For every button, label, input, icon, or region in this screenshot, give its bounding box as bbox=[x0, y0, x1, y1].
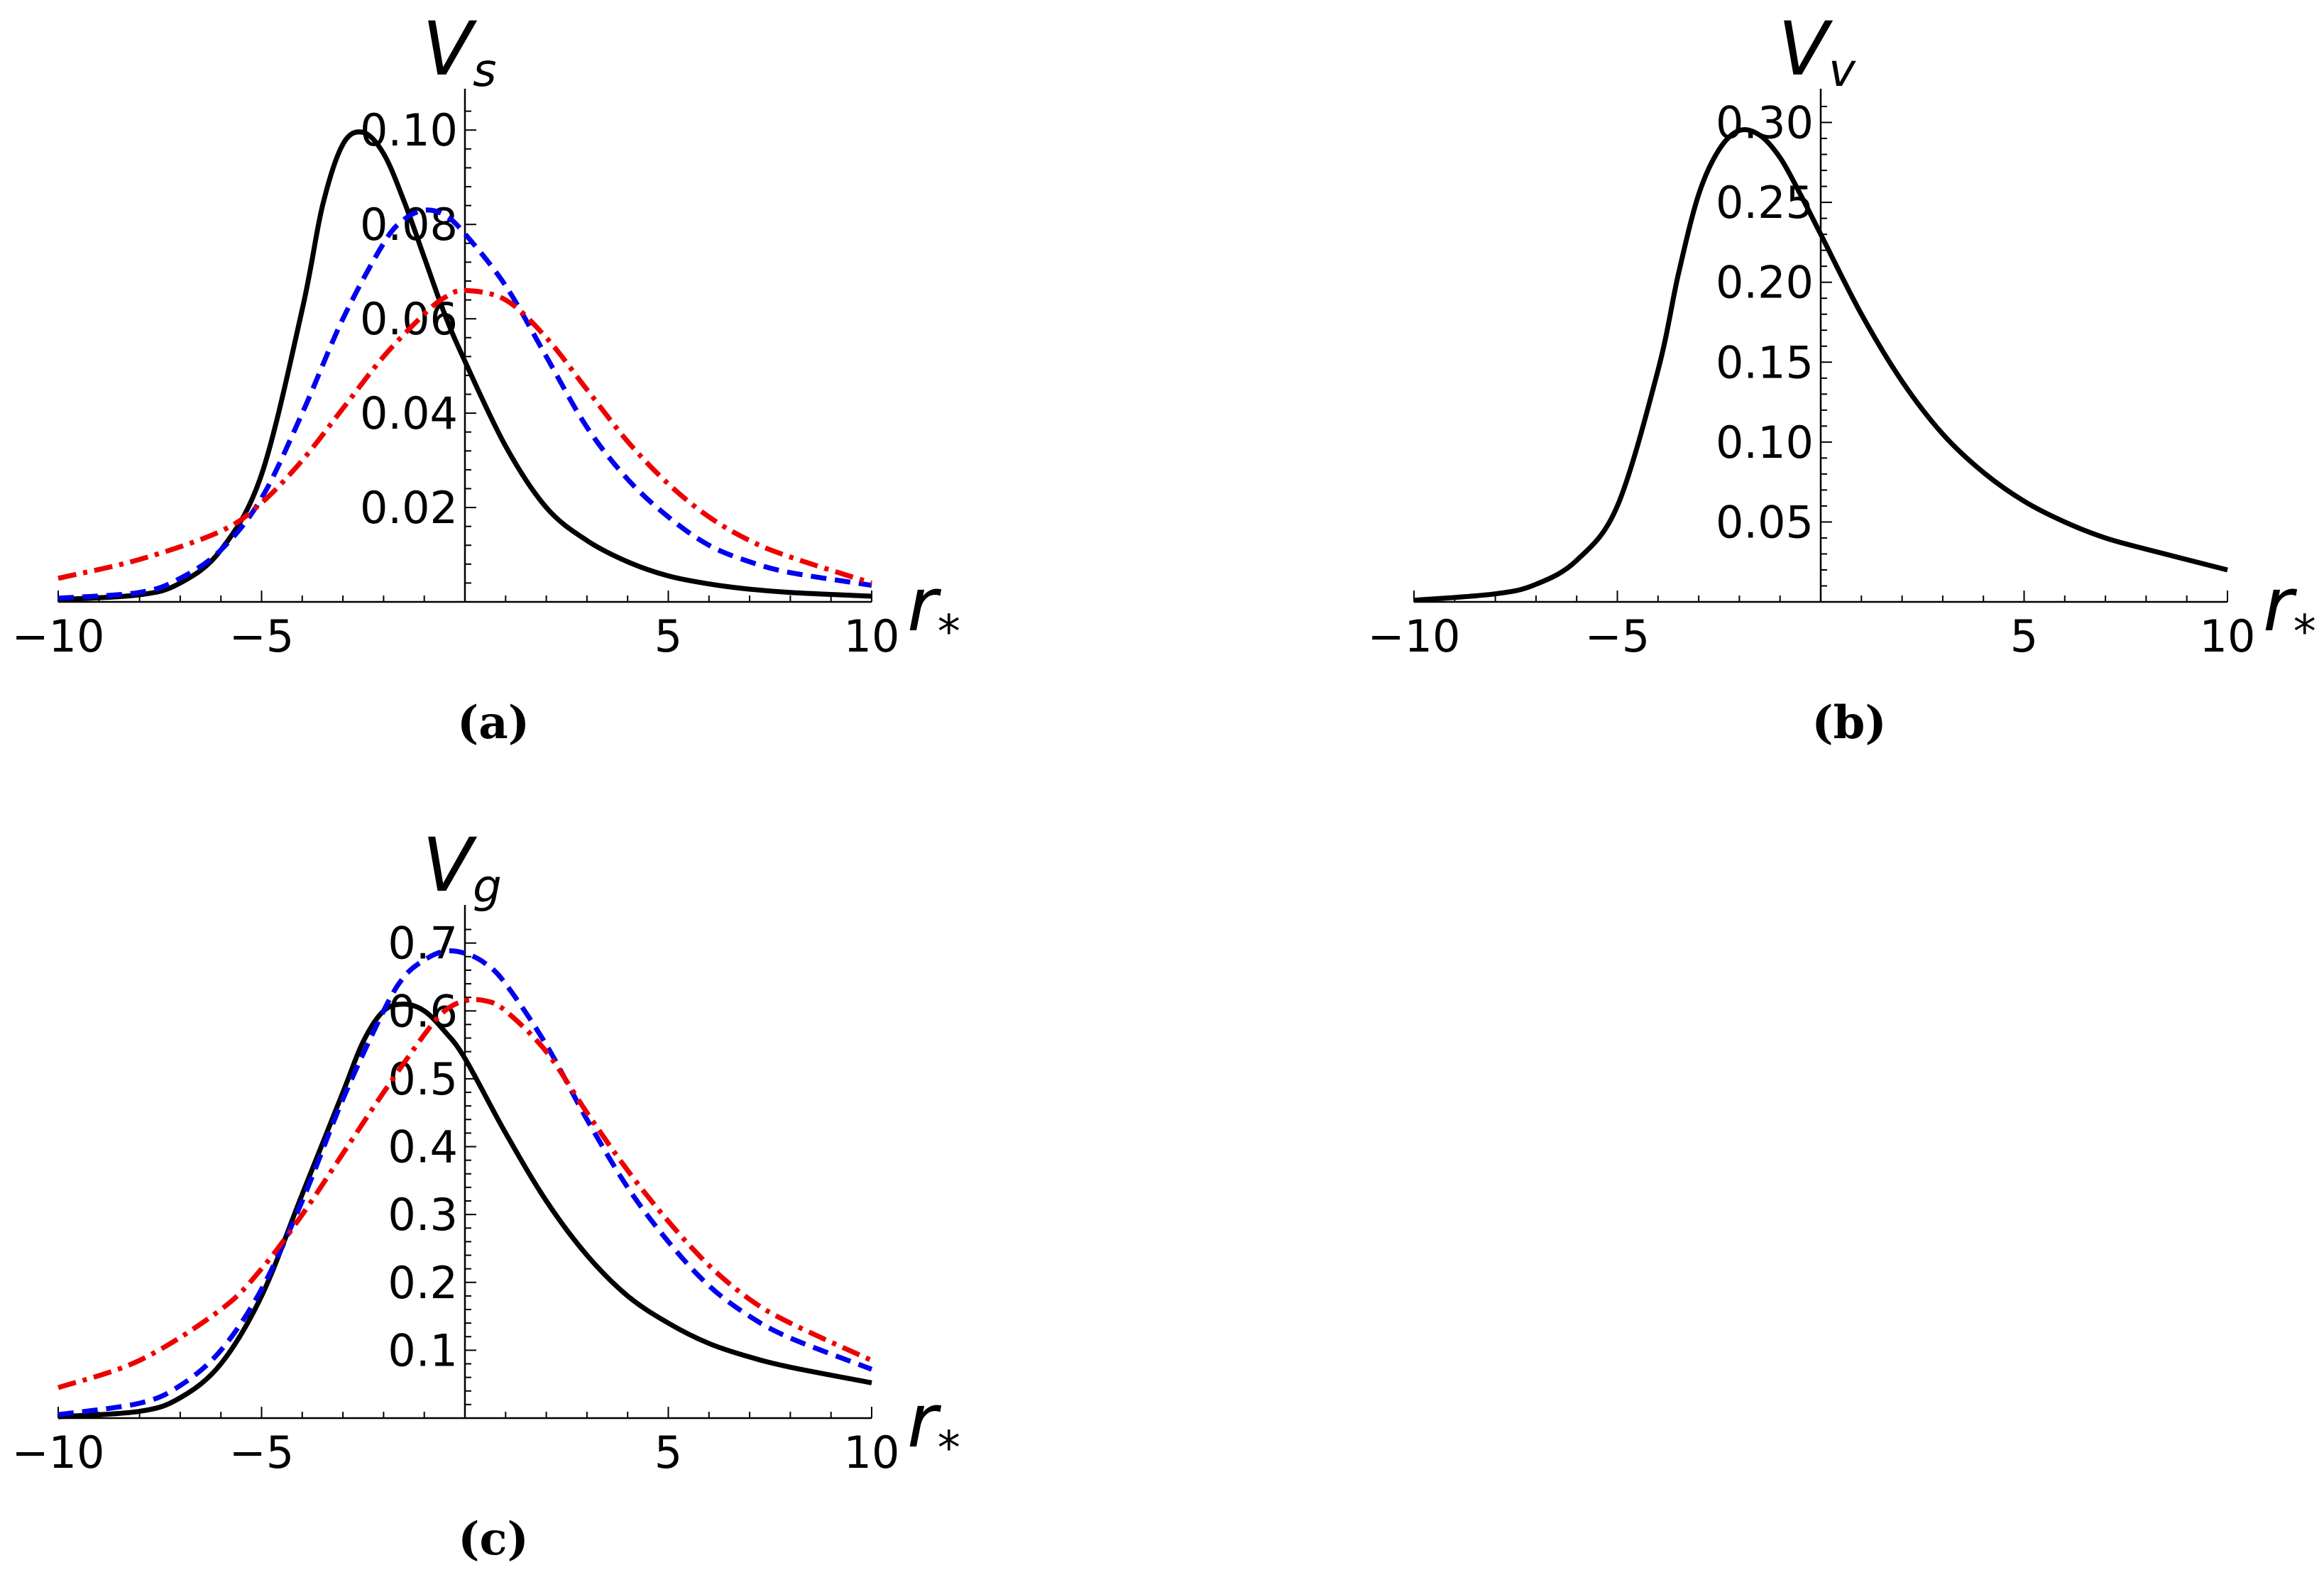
x-tick-label: −5 bbox=[229, 610, 294, 662]
x-tick-label: 10 bbox=[2200, 610, 2256, 662]
y-axis-title-main: V bbox=[422, 822, 478, 908]
y-axis-title-subscript: g bbox=[473, 861, 502, 913]
x-axis-title-main: r bbox=[907, 561, 942, 648]
y-axis-title: Vs bbox=[422, 6, 497, 97]
panel-caption: (c) bbox=[458, 1513, 529, 1566]
y-tick-label: 0.02 bbox=[360, 482, 458, 534]
series-line-dashed bbox=[57, 948, 873, 1417]
panel-caption: (a) bbox=[457, 696, 530, 750]
x-tick-label: 10 bbox=[844, 610, 900, 662]
y-tick-label: 0.7 bbox=[388, 918, 458, 970]
y-axis-title-main: V bbox=[422, 6, 478, 92]
y-tick-label: 0.05 bbox=[1716, 496, 1814, 548]
x-tick-label: −10 bbox=[12, 610, 105, 662]
y-tick-label: 0.4 bbox=[388, 1121, 458, 1173]
series-line-solid bbox=[57, 1001, 872, 1420]
x-tick-label: −10 bbox=[12, 1427, 105, 1478]
x-axis-title-main: r bbox=[2263, 561, 2298, 648]
x-axis-title-main: r bbox=[907, 1378, 942, 1464]
y-axis-title-main: V bbox=[1778, 6, 1834, 92]
series-line-solid bbox=[1413, 127, 2228, 603]
x-tick-label: −10 bbox=[1368, 610, 1461, 662]
x-axis-title-subscript: * bbox=[938, 1422, 960, 1475]
y-tick-label: 0.08 bbox=[360, 199, 458, 251]
y-tick-label: 0.3 bbox=[388, 1189, 458, 1241]
x-tick-label: −5 bbox=[229, 1427, 294, 1478]
x-axis-title-subscript: * bbox=[2293, 606, 2316, 659]
y-tick-label: 0.10 bbox=[360, 104, 458, 156]
x-tick-label: 5 bbox=[2010, 610, 2038, 662]
series-line-solid bbox=[57, 129, 872, 603]
y-tick-label: 0.2 bbox=[388, 1257, 458, 1309]
x-axis-title: r* bbox=[907, 1378, 960, 1475]
panel-caption: (b) bbox=[1811, 696, 1886, 750]
y-tick-label: 0.04 bbox=[360, 388, 458, 439]
y-axis-title: Vg bbox=[422, 822, 502, 913]
x-axis-title: r* bbox=[2263, 561, 2316, 659]
x-tick-label: 10 bbox=[844, 1427, 900, 1478]
series-line-dashdot bbox=[57, 997, 873, 1390]
y-tick-label: 0.5 bbox=[388, 1053, 458, 1105]
y-tick-label: 0.15 bbox=[1716, 336, 1814, 388]
series-line-dashdot bbox=[57, 287, 873, 586]
x-tick-label: −5 bbox=[1585, 610, 1650, 662]
y-tick-label: 0.25 bbox=[1716, 177, 1814, 229]
x-tick-label: 5 bbox=[654, 1427, 682, 1478]
y-tick-label: 0.20 bbox=[1716, 257, 1814, 309]
series-line-dashed bbox=[57, 207, 872, 601]
y-tick-label: 0.1 bbox=[388, 1324, 458, 1376]
x-axis-title-subscript: * bbox=[938, 606, 960, 659]
x-tick-label: 5 bbox=[654, 610, 682, 662]
y-axis-title: Vv bbox=[1778, 6, 1856, 97]
y-axis-title-subscript: v bbox=[1829, 45, 1856, 97]
x-axis-title: r* bbox=[907, 561, 960, 659]
y-tick-label: 0.10 bbox=[1716, 417, 1814, 468]
y-axis-title-subscript: s bbox=[473, 45, 496, 97]
